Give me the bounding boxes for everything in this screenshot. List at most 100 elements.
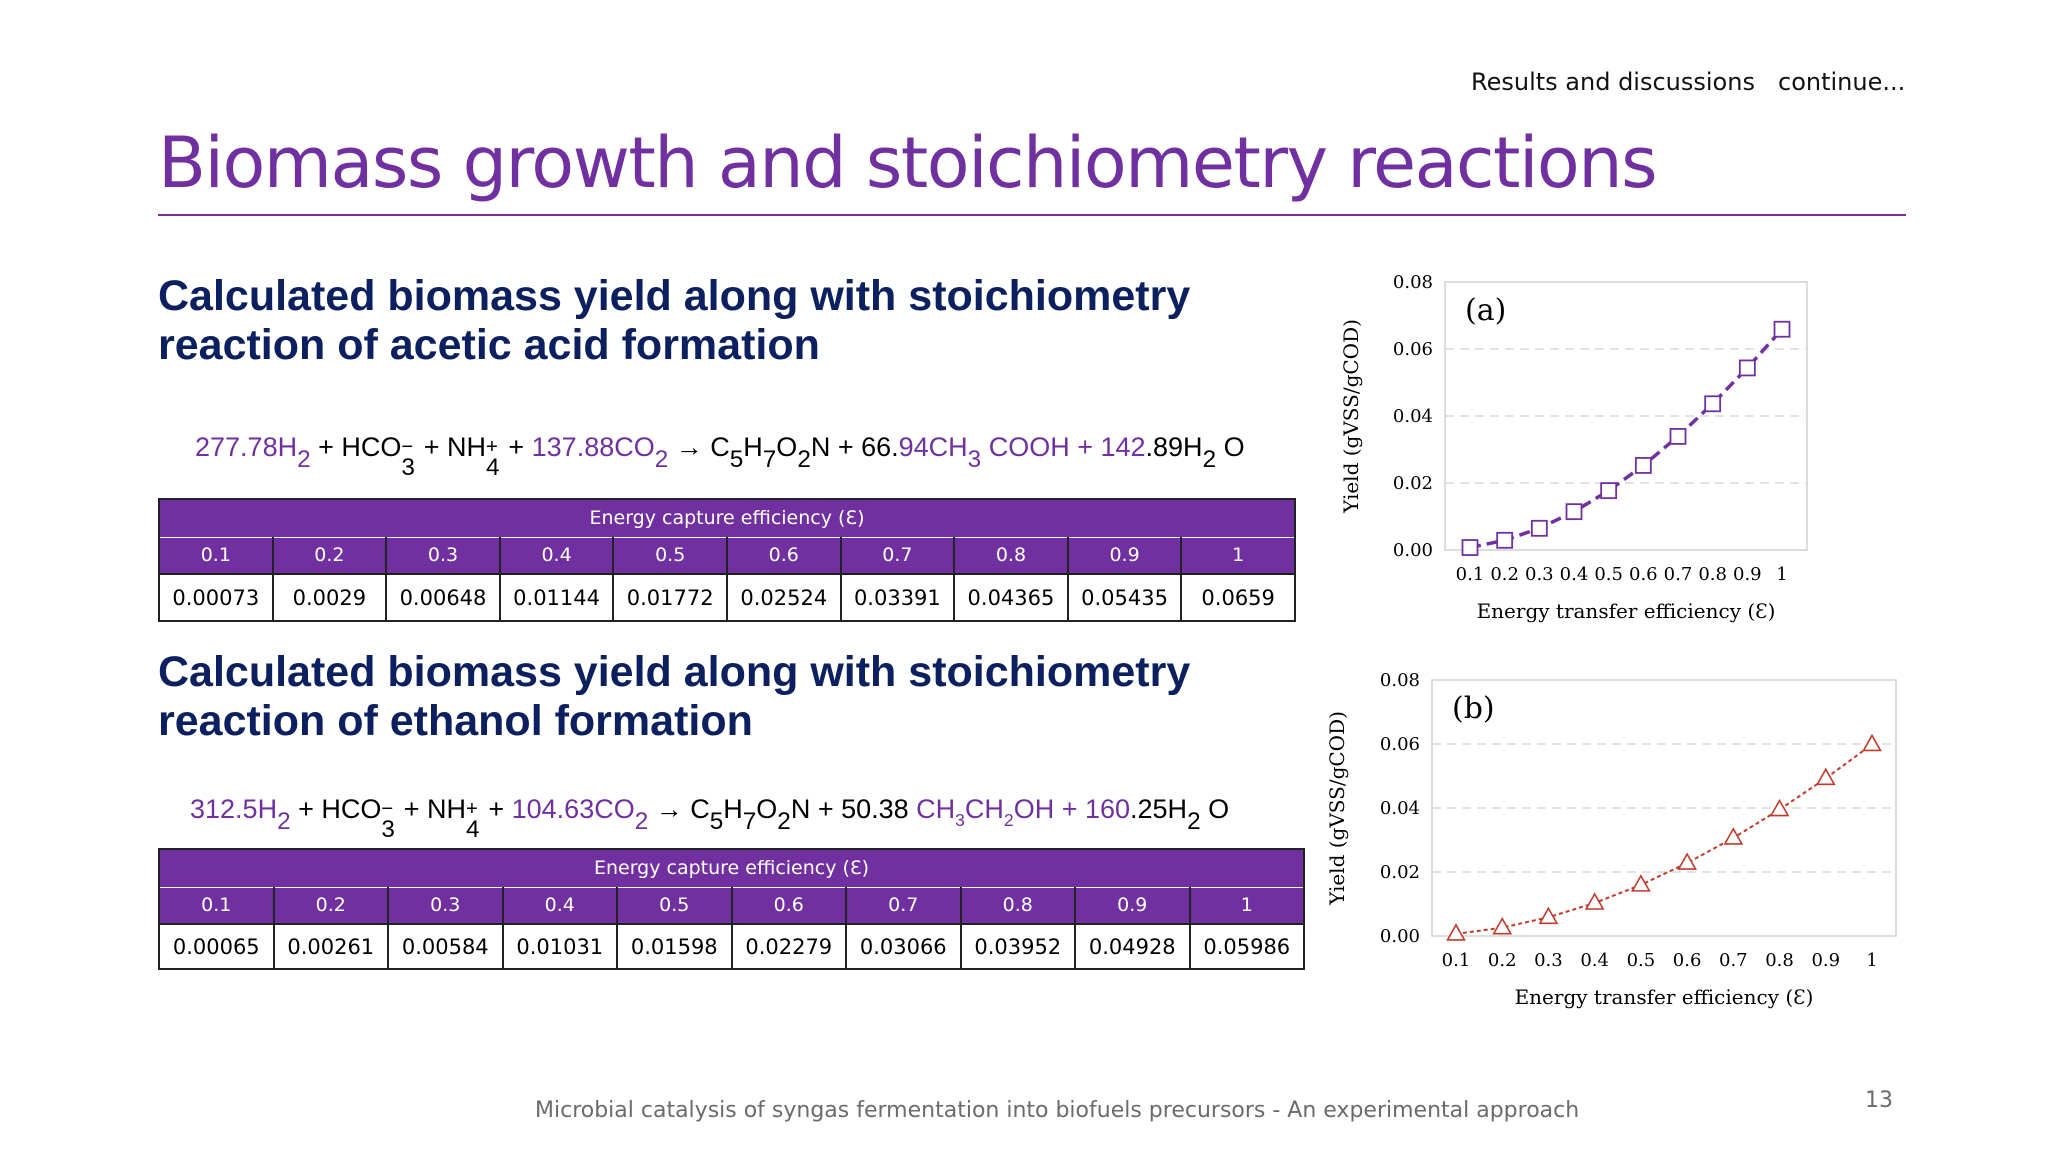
yield-cell: 0.01144 — [498, 573, 615, 622]
footer-text: Microbial catalysis of syngas fermentati… — [535, 1098, 1580, 1123]
acetic-efficiency-row: 0.1 0.2 0.3 0.4 0.5 0.6 0.7 0.8 0.9 1 — [158, 537, 1296, 575]
x-tick-label: 1 — [1776, 564, 1787, 585]
y-tick-label: 0.00 — [1380, 926, 1420, 947]
x-tick-label: 0.3 — [1534, 950, 1563, 971]
efficiency-cell: 0.8 — [953, 537, 1069, 575]
efficiency-cell: 0.4 — [498, 537, 615, 575]
yield-cell: 0.05435 — [1066, 573, 1183, 622]
efficiency-cell: 0.4 — [501, 887, 618, 925]
data-point-square — [1461, 539, 1479, 556]
y-tick-label: 0.02 — [1393, 473, 1433, 494]
slide-title: Biomass growth and stoichiometry reactio… — [158, 122, 1658, 204]
acetic-yield-table: Energy capture efficiency (Ɛ) 0.1 0.2 0.3 0… — [158, 498, 1296, 622]
efficiency-cell: 0.3 — [387, 887, 504, 925]
yield-cell: 0.00073 — [158, 573, 274, 622]
data-point-square — [1773, 320, 1791, 338]
yield-cell: 0.01031 — [501, 923, 618, 970]
efficiency-cell: 0.2 — [272, 887, 389, 925]
data-point-triangle — [1538, 906, 1559, 925]
efficiency-cell: 0.1 — [158, 887, 275, 925]
x-axis-label: Energy transfer efficiency (Ɛ) — [1515, 985, 1814, 1009]
yield-cell: 0.01598 — [616, 923, 733, 970]
efficiency-cell: 0.9 — [1066, 537, 1183, 575]
efficiency-cell: 0.9 — [1074, 887, 1191, 925]
yield-cell: 0.01772 — [612, 573, 728, 622]
x-tick-label: 0.5 — [1627, 950, 1656, 971]
data-point-square — [1669, 428, 1687, 445]
x-axis-label: Energy transfer efficiency (Ɛ) — [1477, 599, 1776, 623]
efficiency-cell: 0.7 — [845, 887, 962, 925]
ethanol-equation: 312.5H2 + HCO −3 + NH +4 + 104.63CO2 → C5H… — [190, 794, 1230, 844]
data-point-triangle — [1584, 892, 1605, 910]
y-axis-label: Yield (gVSS/gCOD) — [1339, 319, 1363, 514]
data-point-square — [1530, 519, 1548, 537]
yield-cell: 0.02524 — [725, 573, 842, 622]
y-tick-label: 0.08 — [1380, 670, 1420, 691]
data-point-triangle — [1769, 798, 1790, 817]
yield-cell: 0.04365 — [953, 573, 1069, 622]
ethanol-subtitle: Calculated biomass yield along with stoi… — [158, 648, 1191, 745]
x-tick-label: 0.9 — [1811, 950, 1840, 971]
data-point-square — [1704, 395, 1722, 413]
yield-cell: 0.03391 — [839, 573, 956, 622]
efficiency-cell: 0.5 — [616, 887, 733, 925]
efficiency-cell: 0.3 — [385, 537, 501, 575]
yield-cell: 0.05986 — [1188, 923, 1305, 970]
x-tick-label: 0.9 — [1733, 564, 1762, 585]
data-point-square — [1738, 359, 1756, 377]
data-point-triangle — [1723, 827, 1744, 845]
ethanol-yield-row: 0.00065 0.00261 0.00584 0.01031 0.01598 0.022… — [158, 923, 1305, 970]
chart-a: 0.00 0.02 0.04 0.06 0.08 0.1 0.2 0.3 0.4 0.5 0.6 0.… — [1339, 272, 1808, 623]
ethanol-table-header: Energy capture efficiency (Ɛ) — [158, 848, 1305, 888]
yield-cell: 0.0029 — [271, 573, 388, 622]
yield-cell: 0.03066 — [845, 923, 962, 970]
acetic-table-header: Energy capture efficiency (Ɛ) — [158, 498, 1296, 538]
yield-cell: 0.00584 — [387, 923, 504, 970]
x-tick-label: 0.1 — [1456, 564, 1485, 585]
x-tick-label: 0.2 — [1490, 564, 1519, 585]
acetic-equation: 277.78H2 + HCO −3 + NH +4 + 137.88CO2 → C5… — [195, 432, 1245, 482]
x-tick-label: 0.4 — [1560, 564, 1589, 585]
data-point-triangle — [1446, 923, 1466, 941]
x-tick-label: 0.1 — [1442, 950, 1471, 971]
x-tick-label: 0.4 — [1580, 950, 1609, 971]
efficiency-cell: 0.5 — [612, 537, 728, 575]
x-tick-label: 0.8 — [1698, 564, 1727, 585]
data-point-square — [1565, 503, 1583, 521]
x-tick-label: 0.7 — [1719, 950, 1748, 971]
series-line — [1455, 743, 1873, 935]
y-tick-label: 0.08 — [1393, 272, 1433, 293]
ethanol-efficiency-row: 0.1 0.2 0.3 0.4 0.5 0.6 0.7 0.8 0.9 1 — [158, 887, 1305, 925]
data-point-square — [1634, 457, 1652, 474]
x-tick-label: 0.6 — [1673, 950, 1702, 971]
efficiency-cell: 0.6 — [725, 537, 842, 575]
title-divider — [158, 214, 1906, 216]
yield-cell: 0.03952 — [959, 923, 1076, 970]
efficiency-cell: 0.6 — [730, 887, 847, 925]
efficiency-cell: 1 — [1188, 887, 1305, 925]
series-line — [1469, 328, 1784, 550]
section-label: Results and discussions — [1471, 68, 1755, 96]
data-point-triangle — [1677, 852, 1697, 870]
yield-cell: 0.00261 — [272, 923, 389, 970]
efficiency-cell: 0.1 — [158, 537, 274, 575]
x-tick-label: 0.6 — [1629, 564, 1658, 585]
data-point-square — [1600, 482, 1618, 500]
yield-cell: 0.02279 — [730, 923, 847, 970]
x-tick-label: 1 — [1866, 950, 1877, 971]
yield-cell: 0.00648 — [385, 573, 501, 622]
acetic-yield-row: 0.00073 0.0029 0.00648 0.01144 0.01772 0.0252… — [158, 573, 1296, 622]
y-tick-label: 0.04 — [1380, 798, 1420, 819]
y-tick-label: 0.06 — [1380, 734, 1420, 755]
yield-cell: 0.0659 — [1180, 573, 1296, 622]
data-point-triangle — [1815, 767, 1836, 786]
yield-cell: 0.00065 — [158, 923, 275, 970]
acetic-subtitle: Calculated biomass yield along with stoi… — [158, 272, 1191, 369]
x-tick-label: 0.3 — [1525, 564, 1554, 585]
x-tick-label: 0.7 — [1664, 564, 1693, 585]
continue-label: continue... — [1778, 68, 1906, 96]
panel-label: (b) — [1452, 691, 1495, 726]
ethanol-yield-table: Energy capture efficiency (Ɛ) 0.1 0.2 0.3 0… — [158, 848, 1305, 970]
y-tick-label: 0.04 — [1393, 406, 1433, 427]
x-tick-label: 0.5 — [1594, 564, 1623, 585]
